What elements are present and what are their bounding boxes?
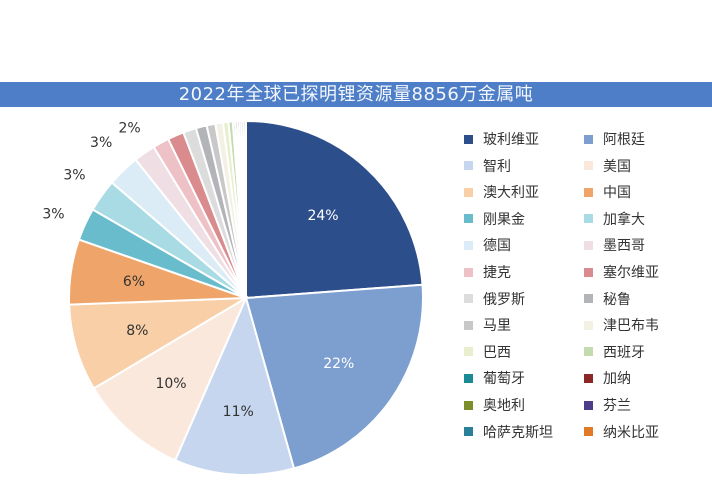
legend-swatch (464, 400, 473, 410)
legend-swatch (584, 347, 593, 357)
legend-swatch (584, 214, 593, 224)
legend-swatch (464, 214, 473, 224)
legend-item: 哈萨克斯坦 (464, 422, 553, 442)
slice-data-label: 3% (63, 168, 85, 184)
pie-slice (92, 295, 249, 462)
legend-swatch (584, 267, 593, 277)
legend-swatch (584, 427, 593, 437)
legend-item: 芬兰 (584, 395, 631, 415)
legend-swatch (464, 240, 473, 250)
slice-data-label: 24% (307, 208, 338, 224)
legend-label: 刚果金 (483, 211, 525, 228)
slice-data-label: 3% (42, 206, 64, 222)
legend-label: 中国 (603, 185, 631, 202)
pie-slice (244, 283, 424, 470)
slice-data-label: 22% (323, 356, 354, 372)
legend-item: 葡萄牙 (464, 368, 525, 388)
legend-item: 秘鲁 (584, 289, 631, 309)
legend-swatch (584, 161, 593, 171)
legend-item: 奥地利 (464, 395, 525, 415)
legend-item: 玻利维亚 (464, 129, 539, 149)
legend-label: 西班牙 (603, 344, 645, 361)
legend-label: 玻利维亚 (483, 132, 539, 148)
slice-data-label: 10% (155, 376, 186, 392)
legend-label: 纳米比亚 (603, 424, 659, 441)
legend-item: 加纳 (584, 368, 631, 388)
pie-slice (242, 119, 247, 299)
legend-swatch (584, 400, 593, 410)
legend-swatch (584, 240, 593, 250)
legend-item: 加拿大 (584, 209, 645, 229)
legend-label: 美国 (603, 158, 631, 175)
legend-label: 马里 (483, 318, 511, 335)
legend-label: 加拿大 (603, 211, 645, 228)
legend-item: 纳米比亚 (584, 422, 659, 442)
legend-swatch (584, 134, 593, 144)
legend-item: 墨西哥 (584, 235, 645, 255)
chart-title: 2022年全球已探明锂资源量8856万金属吨 (0, 82, 712, 107)
legend-swatch (464, 294, 473, 304)
legend-item: 美国 (584, 156, 631, 176)
legend-swatch (464, 267, 473, 277)
legend-item: 智利 (464, 156, 511, 176)
legend-item: 塞尔维亚 (584, 262, 659, 282)
legend-label: 俄罗斯 (483, 291, 525, 308)
legend-label: 秘鲁 (603, 291, 631, 308)
legend-swatch (464, 347, 473, 357)
legend-label: 澳大利亚 (483, 185, 539, 202)
legend-swatch (464, 320, 473, 330)
legend-swatch (464, 187, 473, 197)
legend-label: 智利 (483, 158, 511, 175)
legend-swatch (464, 134, 473, 144)
legend-swatch (584, 187, 593, 197)
slice-data-label: 3% (90, 135, 112, 151)
legend-item: 西班牙 (584, 342, 645, 362)
legend-label: 阿根廷 (603, 132, 645, 148)
slice-data-label: 6% (123, 274, 145, 290)
legend-label: 捷克 (483, 265, 511, 281)
legend-item: 巴西 (464, 342, 511, 362)
legend-label: 巴西 (483, 344, 511, 361)
legend-item: 捷克 (464, 262, 511, 282)
legend-swatch (584, 373, 593, 383)
legend-item: 津巴布韦 (584, 315, 659, 335)
pie-slice (173, 295, 296, 476)
slice-data-label: 11% (223, 404, 254, 420)
legend-swatch (584, 294, 593, 304)
legend-label: 奥地利 (483, 398, 525, 414)
legend-item: 刚果金 (464, 209, 525, 229)
legend-label: 芬兰 (603, 398, 631, 414)
slice-data-label: 2% (118, 121, 140, 137)
legend-label: 津巴布韦 (603, 318, 659, 335)
legend-label: 加纳 (603, 371, 631, 388)
legend-item: 阿根廷 (584, 129, 645, 149)
pie-slice (245, 119, 424, 300)
legend-item: 俄罗斯 (464, 289, 525, 309)
legend-item: 中国 (584, 182, 631, 202)
slice-data-label: 8% (126, 323, 148, 339)
legend-swatch (584, 320, 593, 330)
legend-swatch (464, 427, 473, 437)
legend-item: 澳大利亚 (464, 182, 539, 202)
legend-label: 葡萄牙 (483, 371, 525, 388)
legend-swatch (464, 373, 473, 383)
legend-item: 德国 (464, 235, 511, 255)
legend-label: 德国 (483, 238, 511, 255)
legend-label: 墨西哥 (603, 238, 645, 255)
legend-label: 塞尔维亚 (603, 265, 659, 281)
legend-item: 马里 (464, 315, 511, 335)
legend-label: 哈萨克斯坦 (483, 424, 553, 441)
legend-swatch (464, 161, 473, 171)
